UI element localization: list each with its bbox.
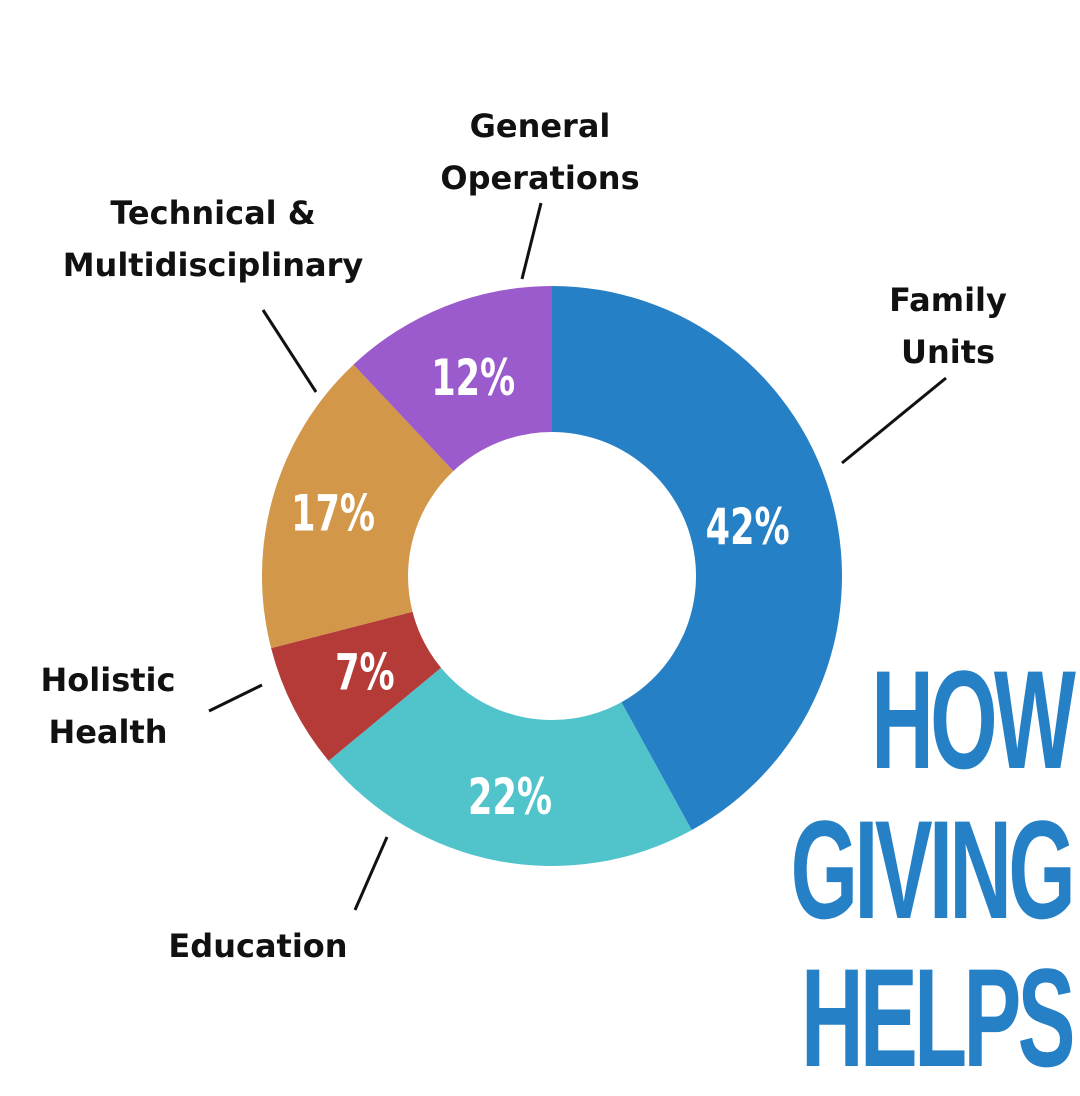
value-label: 12% (431, 348, 515, 407)
leader-line (208, 683, 263, 713)
slice-technical-multidisciplinary (262, 364, 454, 649)
slice-general-operations (353, 286, 552, 472)
value-label: 22% (468, 767, 552, 826)
leader-line (520, 202, 543, 280)
value-label: 17% (291, 484, 375, 543)
leader-line (353, 836, 389, 911)
slice-education (328, 667, 692, 867)
headline-line-2: GIVING (790, 791, 1075, 948)
headline-line-1: HOW (871, 641, 1076, 798)
category-label: Family Units (889, 281, 1007, 371)
value-label: 42% (706, 497, 790, 556)
slice-family-units (552, 286, 843, 831)
headline-line-3: HELPS (801, 939, 1076, 1096)
slice-holistic-health (271, 611, 442, 761)
category-label: Holistic Health (41, 661, 176, 751)
leader-line (841, 376, 947, 465)
category-label: Education (168, 927, 347, 965)
category-label: General Operations (440, 107, 639, 197)
category-label: Technical & Multidisciplinary (63, 194, 364, 284)
leader-line (261, 309, 318, 393)
value-label: 7% (335, 643, 395, 702)
